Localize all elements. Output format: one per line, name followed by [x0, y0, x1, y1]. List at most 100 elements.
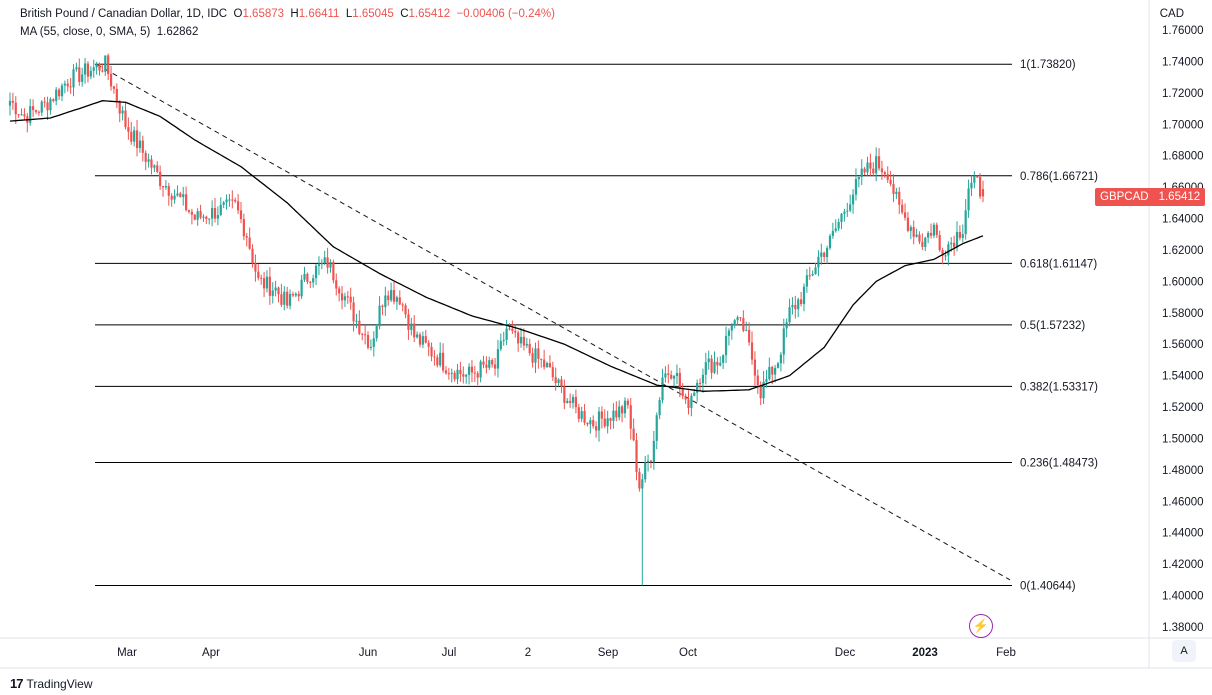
candle-body — [57, 89, 61, 97]
candle-body — [482, 361, 485, 365]
candle-body — [37, 111, 40, 113]
candle-body — [274, 287, 277, 291]
candle-body — [941, 250, 944, 256]
candle-body — [335, 280, 338, 289]
candle-body — [877, 156, 881, 169]
auto-scale-button[interactable]: A — [1172, 640, 1196, 662]
candle-body — [190, 211, 193, 215]
candle-body — [505, 328, 508, 340]
candle-body — [60, 85, 64, 97]
candle-body — [470, 366, 474, 373]
time-tick-label: Sep — [598, 647, 618, 659]
candle-body — [395, 297, 398, 302]
candle-body — [104, 55, 107, 72]
candle-body — [242, 219, 245, 237]
candle-body — [854, 179, 858, 195]
candle-body — [306, 273, 309, 282]
candle-body — [765, 379, 768, 382]
fib-level-label: 0.618(1.61147) — [1020, 258, 1097, 270]
candle-body — [369, 346, 373, 348]
candle-body — [629, 405, 632, 429]
candle-body — [491, 360, 494, 365]
candle-body — [176, 193, 179, 196]
candle-body — [294, 293, 297, 296]
candle-body — [739, 317, 742, 319]
candle-body — [713, 361, 716, 373]
candle-body — [366, 335, 370, 348]
candle-body — [820, 252, 823, 257]
candle-body — [407, 314, 410, 330]
candle-body — [332, 262, 335, 281]
fib-level-label: 1(1.73820) — [1020, 59, 1076, 71]
candle-body — [268, 276, 271, 296]
candle-body — [265, 276, 269, 289]
candle-body — [277, 287, 280, 295]
price-tick-label: 1.48000 — [1162, 465, 1204, 477]
candle-body — [465, 374, 468, 377]
candle-body — [756, 375, 759, 386]
candle-body — [283, 291, 286, 305]
candle-body — [89, 70, 92, 77]
candle-body — [236, 201, 240, 211]
candle-body — [317, 264, 321, 266]
price-tick-label: 1.50000 — [1162, 433, 1204, 445]
candle-body — [320, 263, 323, 265]
candle-body — [372, 338, 375, 347]
ma-legend[interactable]: MA (55, close, 0, SMA, 5) 1.62862 — [20, 26, 198, 38]
symbol-legend[interactable]: British Pound / Canadian Dollar, 1D, IDC… — [20, 8, 555, 20]
candle-body — [202, 216, 205, 218]
candle-body — [496, 349, 500, 369]
candle-body — [213, 208, 217, 219]
candle-body — [288, 293, 292, 306]
candle-body — [950, 242, 953, 245]
candle-body — [716, 361, 719, 366]
lightning-icon[interactable]: ⚡ — [969, 614, 993, 638]
fib-level-label: 0.5(1.57232) — [1020, 320, 1085, 332]
candle-body — [161, 186, 165, 188]
candle-body — [355, 320, 358, 322]
candle-body — [970, 182, 973, 189]
time-axis[interactable]: Mar Apr Jun Jul 2 Sep Oct Dec 2023 Feb — [117, 647, 1016, 659]
candle-body — [467, 366, 471, 375]
candle-body — [46, 102, 49, 111]
tradingview-branding[interactable]: 17 TradingView — [10, 676, 93, 691]
candle-body — [222, 202, 225, 205]
candle-body — [234, 199, 237, 202]
candle-body — [698, 382, 702, 384]
candle-body — [678, 373, 681, 389]
candle-body — [329, 262, 332, 268]
candle-body — [107, 55, 110, 74]
candle-body — [14, 102, 17, 115]
time-tick-label: Jul — [442, 647, 457, 659]
candle-body — [595, 426, 598, 431]
ma-value: 1.62862 — [156, 26, 199, 38]
candle-body — [649, 460, 653, 463]
candle-body — [797, 299, 800, 310]
price-axis[interactable]: 1.760001.740001.720001.700001.680001.660… — [1162, 25, 1204, 634]
candle-body — [571, 397, 575, 403]
candle-body — [75, 67, 78, 70]
candle-body — [534, 348, 537, 363]
candle-body — [589, 420, 592, 425]
candle-body — [86, 63, 90, 77]
candle-body — [138, 140, 142, 149]
close-label: C — [400, 8, 409, 20]
candle-body — [580, 411, 583, 419]
ma-title: MA (55, close, 0, SMA, 5) — [20, 26, 151, 38]
candle-body — [569, 400, 572, 403]
candle-body — [814, 267, 817, 275]
candle-body — [722, 355, 725, 363]
candle-body — [903, 212, 907, 218]
candle-body — [413, 323, 416, 338]
candle-body — [658, 399, 661, 416]
candle-body — [932, 224, 936, 236]
candle-body — [597, 411, 601, 431]
candle-body — [745, 329, 748, 331]
candle-body — [898, 191, 901, 205]
candle-body — [156, 165, 159, 172]
price-tick-label: 1.54000 — [1162, 371, 1204, 383]
candle-body — [620, 406, 624, 414]
candle-body — [753, 359, 757, 376]
candle-body — [101, 70, 104, 72]
